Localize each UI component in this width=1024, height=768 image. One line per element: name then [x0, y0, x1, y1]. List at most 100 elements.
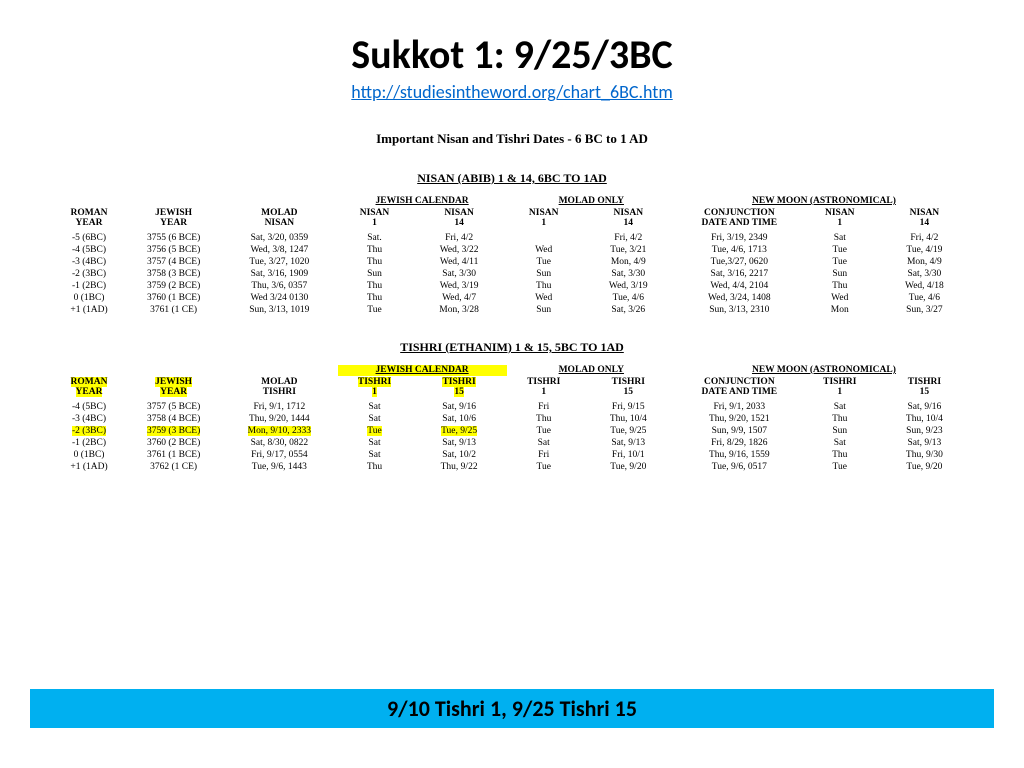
table-cell: Fri [507, 401, 581, 413]
table-cell: -2 (3BC) [52, 268, 126, 280]
table-cell: Sat [338, 449, 412, 461]
table-cell: Tue [338, 425, 412, 437]
table-cell: -1 (2BC) [52, 437, 126, 449]
table-cell [507, 232, 581, 244]
table-row: +1 (1AD)3762 (1 CE)Tue, 9/6, 1443ThuThu,… [52, 461, 972, 473]
table-cell: Fri, 8/29, 1826 [676, 437, 803, 449]
table-cell: Fri [507, 449, 581, 461]
table-cell: Sat, 3/16, 1909 [221, 268, 337, 280]
table-cell: Fri, 4/2 [412, 232, 507, 244]
table-row: +1 (1AD)3761 (1 CE)Sun, 3/13, 1019TueMon… [52, 304, 972, 316]
table-cell: Sun, 3/13, 1019 [221, 304, 337, 316]
table-cell: Sun [803, 425, 877, 437]
table-cell: Sat [338, 437, 412, 449]
table-cell: Fri, 10/1 [581, 449, 676, 461]
table-cell: Sun, 9/9, 1507 [676, 425, 803, 437]
table-row: -1 (2BC)3759 (2 BCE)Thu, 3/6, 0357ThuWed… [52, 280, 972, 292]
column-header: JEWISHYEAR [126, 376, 221, 401]
slide: Sukkot 1: 9/25/3BC http://studiesinthewo… [0, 0, 1024, 768]
table-cell: 3761 (1 BCE) [126, 449, 221, 461]
column-group: MOLAD ONLY [507, 365, 676, 376]
table-cell: Fri, 9/17, 0554 [221, 449, 337, 461]
table-cell: 3760 (1 BCE) [126, 292, 221, 304]
table-cell: Mon, 3/28 [412, 304, 507, 316]
column-header: JEWISHYEAR [126, 207, 221, 232]
table-cell: Mon, 4/9 [581, 256, 676, 268]
table-cell: Thu, 10/4 [877, 413, 972, 425]
table-row: 0 (1BC)3760 (1 BCE)Wed 3/24 0130ThuWed, … [52, 292, 972, 304]
table-cell: +1 (1AD) [52, 304, 126, 316]
column-header: TISHRI1 [507, 376, 581, 401]
table-cell: -4 (5BC) [52, 401, 126, 413]
table-cell: -4 (5BC) [52, 244, 126, 256]
column-group [52, 196, 126, 207]
table-cell: Tue, 4/6 [877, 292, 972, 304]
table-cell: Wed [507, 244, 581, 256]
table-cell: Wed [803, 292, 877, 304]
table-cell: Wed 3/24 0130 [221, 292, 337, 304]
table-cell: Wed, 3/19 [581, 280, 676, 292]
column-header: TISHRI1 [803, 376, 877, 401]
table-cell: Wed, 4/18 [877, 280, 972, 292]
table-cell: 3757 (5 BCE) [126, 401, 221, 413]
table-cell: -2 (3BC) [52, 425, 126, 437]
footer-bar: 9/10 Tishri 1, 9/25 Tishri 15 [30, 689, 994, 728]
column-header: ROMANYEAR [52, 376, 126, 401]
tishri-table: JEWISH CALENDARMOLAD ONLYNEW MOON (ASTRO… [52, 365, 972, 473]
table-cell: Wed, 4/11 [412, 256, 507, 268]
table-cell: Sat, 9/13 [412, 437, 507, 449]
table-cell: 3758 (3 BCE) [126, 268, 221, 280]
table-cell: Sat [338, 413, 412, 425]
table-cell: Thu, 9/22 [412, 461, 507, 473]
column-header: CONJUNCTIONDATE AND TIME [676, 207, 803, 232]
column-group [221, 196, 337, 207]
column-header: MOLADTISHRI [221, 376, 337, 401]
table-row: -4 (5BC)3756 (5 BCE)Wed, 3/8, 1247ThuWed… [52, 244, 972, 256]
table-cell: Sat [803, 232, 877, 244]
table-cell: Tue, 9/25 [581, 425, 676, 437]
table-cell: Sat, 10/6 [412, 413, 507, 425]
table-cell: Mon, 9/10, 2333 [221, 425, 337, 437]
table-cell: Thu, 9/20, 1521 [676, 413, 803, 425]
table-cell: Fri, 4/2 [877, 232, 972, 244]
table-cell: Wed, 3/8, 1247 [221, 244, 337, 256]
table-cell: Sun, 3/27 [877, 304, 972, 316]
table-cell: Fri, 3/19, 2349 [676, 232, 803, 244]
table-row: -4 (5BC)3757 (5 BCE)Fri, 9/1, 1712SatSat… [52, 401, 972, 413]
page-title: Sukkot 1: 9/25/3BC [0, 30, 1024, 79]
table-row: -3 (4BC)3757 (4 BCE)Tue, 3/27, 1020ThuWe… [52, 256, 972, 268]
table-cell: Tue [507, 425, 581, 437]
column-group [52, 365, 126, 376]
table-cell: -3 (4BC) [52, 256, 126, 268]
table-cell: Thu [338, 292, 412, 304]
column-header: NISAN1 [507, 207, 581, 232]
source-link[interactable]: http://studiesintheword.org/chart_6BC.ht… [351, 81, 672, 103]
table-cell: Sat, 3/30 [412, 268, 507, 280]
table-cell: Tue, 9/20 [581, 461, 676, 473]
table-cell: Sat, 10/2 [412, 449, 507, 461]
table-cell: Thu [803, 449, 877, 461]
table-cell: Thu [803, 280, 877, 292]
table-cell: Sat, 9/16 [877, 401, 972, 413]
column-header: TISHRI15 [412, 376, 507, 401]
table-cell: 3762 (1 CE) [126, 461, 221, 473]
table-cell: +1 (1AD) [52, 461, 126, 473]
table-cell: Tue, 9/6, 0517 [676, 461, 803, 473]
table-cell: 0 (1BC) [52, 449, 126, 461]
table-cell: 3757 (4 BCE) [126, 256, 221, 268]
table-cell: Wed [507, 292, 581, 304]
table-cell: Sat, 9/13 [581, 437, 676, 449]
column-group: JEWISH CALENDAR [338, 365, 507, 376]
column-group: NEW MOON (ASTRONOMICAL) [676, 365, 972, 376]
column-header: TISHRI1 [338, 376, 412, 401]
table-cell: Tue, 4/6 [581, 292, 676, 304]
table-cell: Tue, 9/25 [412, 425, 507, 437]
table-row: -1 (2BC)3760 (2 BCE)Sat, 8/30, 0822SatSa… [52, 437, 972, 449]
table-row: 0 (1BC)3761 (1 BCE)Fri, 9/17, 0554SatSat… [52, 449, 972, 461]
column-header: NISAN14 [581, 207, 676, 232]
table-cell: Fri, 9/1, 2033 [676, 401, 803, 413]
table-row: -2 (3BC)3759 (3 BCE)Mon, 9/10, 2333TueTu… [52, 425, 972, 437]
table-cell: Sat, 9/13 [877, 437, 972, 449]
table-cell: Tue, 4/6, 1713 [676, 244, 803, 256]
table-cell: Tue, 9/20 [877, 461, 972, 473]
